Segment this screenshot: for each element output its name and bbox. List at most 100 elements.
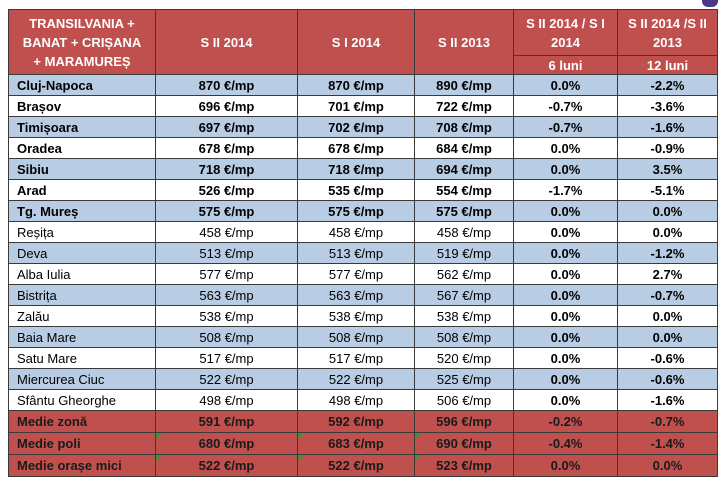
price-s1-2014-cell-text: 535 €/mp bbox=[328, 182, 384, 198]
price-s2-2014-cell: 575 €/mp bbox=[155, 200, 298, 222]
price-s2-2013-cell: 519 €/mp bbox=[414, 242, 514, 264]
change-12-months-cell: -1.2% bbox=[617, 242, 718, 264]
table-row: Timișoara 697 €/mp 702 €/mp 708 €/mp -0.7% -1… bbox=[8, 116, 718, 138]
change-6-months-cell-text: 0.0% bbox=[550, 371, 581, 387]
change-12-months-cell-text: 0.0% bbox=[652, 308, 683, 324]
region-line-2: BANAT + CRIȘANA bbox=[22, 35, 142, 50]
change-6-months-cell-text: -0.2% bbox=[548, 414, 583, 429]
price-s2-2013-cell: 596 €/mp bbox=[414, 410, 514, 433]
change-12-months-cell: 0.0% bbox=[617, 326, 718, 348]
region-line-1: TRANSILVANIA + bbox=[29, 16, 135, 31]
change-12-months-cell: -5.1% bbox=[617, 179, 718, 201]
price-s1-2014-cell: 522 €/mp bbox=[297, 368, 415, 390]
price-s2-2013-cell-text: 554 €/mp bbox=[436, 182, 492, 198]
comment-indicator bbox=[298, 433, 304, 439]
city-cell: Sibiu bbox=[8, 158, 156, 180]
price-s1-2014-cell-text: 498 €/mp bbox=[328, 392, 384, 408]
region-header-cell: TRANSILVANIA + BANAT + CRIȘANA + MARAMUR… bbox=[8, 9, 156, 75]
change-12-months-cell-text: -0.9% bbox=[650, 140, 685, 156]
price-s2-2013-cell: 554 €/mp bbox=[414, 179, 514, 201]
price-s2-2014-cell-text: 577 €/mp bbox=[199, 266, 254, 282]
price-s2-2014-cell-text: 508 €/mp bbox=[199, 329, 254, 345]
table-row: Brașov 696 €/mp 701 €/mp 722 €/mp -0.7% -3.6% bbox=[8, 95, 718, 117]
change-12-months-cell: -3.6% bbox=[617, 95, 718, 117]
price-s2-2013-cell-text: 684 €/mp bbox=[436, 140, 492, 156]
change-6-months-cell: 0.0% bbox=[513, 305, 618, 327]
price-s1-2014-cell: 508 €/mp bbox=[297, 326, 415, 348]
price-s1-2014-cell-text: 522 €/mp bbox=[328, 371, 384, 387]
change-6-months-cell-text: 0.0% bbox=[550, 245, 581, 261]
price-s2-2013-cell: 708 €/mp bbox=[414, 116, 514, 138]
change-12-months-cell-text: 0.0% bbox=[652, 224, 683, 240]
price-s2-2013-cell: 508 €/mp bbox=[414, 326, 514, 348]
change-12-months-cell: -1.4% bbox=[617, 432, 718, 455]
city-cell-text: Cluj-Napoca bbox=[17, 77, 93, 93]
price-s2-2014-cell-text: 575 €/mp bbox=[198, 203, 255, 219]
change-12-months-cell: 2.7% bbox=[617, 263, 718, 285]
change-12-months-cell-text: -0.7% bbox=[650, 287, 685, 303]
table-row: Sfântu Gheorghe 498 €/mp 498 €/mp 506 €/mp 0… bbox=[8, 389, 718, 411]
change-6-months-cell-text: 0.0% bbox=[550, 350, 581, 366]
price-s2-2014-cell: 697 €/mp bbox=[155, 116, 298, 138]
price-s2-2014-cell-text: 458 €/mp bbox=[199, 224, 254, 240]
city-cell-text: Bistrița bbox=[17, 287, 57, 303]
price-s2-2013-cell-text: 519 €/mp bbox=[436, 245, 492, 261]
price-s2-2014-cell-text: 563 €/mp bbox=[199, 287, 254, 303]
summary-label-cell-text: Medie poli bbox=[17, 436, 81, 451]
change-6-months-cell: 0.0% bbox=[513, 368, 618, 390]
change-12-months-cell: -0.6% bbox=[617, 347, 718, 369]
change-12-months-cell: -0.7% bbox=[617, 410, 718, 433]
price-s2-2014-cell: 870 €/mp bbox=[155, 74, 298, 96]
price-s2-2013-cell-text: 506 €/mp bbox=[436, 392, 492, 408]
summary-label-cell-text: Medie orașe mici bbox=[17, 458, 122, 473]
price-s1-2014-cell-text: 870 €/mp bbox=[328, 77, 384, 93]
city-cell: Reșița bbox=[8, 221, 156, 243]
col-header-s1-2014: S I 2014 bbox=[297, 9, 415, 75]
price-s2-2014-cell-text: 696 €/mp bbox=[198, 98, 255, 114]
change-6-months-cell-text: 0.0% bbox=[550, 308, 581, 324]
change-12-months-cell-text: -0.6% bbox=[650, 350, 685, 366]
price-s2-2013-cell-text: 690 €/mp bbox=[436, 436, 492, 451]
price-s1-2014-cell: 683 €/mp bbox=[297, 432, 415, 455]
price-s1-2014-cell: 517 €/mp bbox=[297, 347, 415, 369]
price-s2-2014-cell: 591 €/mp bbox=[155, 410, 298, 433]
price-s2-2014-cell: 718 €/mp bbox=[155, 158, 298, 180]
change-6-months-cell: 0.0% bbox=[513, 263, 618, 285]
change-6-months-cell: 0.0% bbox=[513, 454, 618, 477]
change-12-months-cell-text: -1.2% bbox=[650, 245, 685, 261]
change-12-months-cell-text: 2.7% bbox=[652, 266, 683, 282]
price-s2-2014-cell-text: 678 €/mp bbox=[198, 140, 255, 156]
price-s2-2013-cell-text: 538 €/mp bbox=[436, 308, 492, 324]
subheader-6-luni: 6 luni bbox=[513, 55, 618, 75]
price-s2-2013-cell-text: 508 €/mp bbox=[436, 329, 492, 345]
city-cell-text: Zalău bbox=[17, 308, 50, 324]
price-s1-2014-cell-text: 577 €/mp bbox=[328, 266, 384, 282]
price-s2-2013-cell: 690 €/mp bbox=[414, 432, 514, 455]
summary-row: Medie zonă 591 €/mp 592 €/mp 596 €/mp -0.2% -… bbox=[8, 410, 718, 433]
city-cell: Tg. Mureș bbox=[8, 200, 156, 222]
price-s2-2013-cell-text: 596 €/mp bbox=[436, 414, 492, 429]
price-s2-2013-cell: 538 €/mp bbox=[414, 305, 514, 327]
price-s1-2014-cell: 522 €/mp bbox=[297, 454, 415, 477]
summary-row: Medie poli 680 €/mp 683 €/mp 690 €/mp -0.4% -… bbox=[8, 432, 718, 455]
change-12-months-cell-text: 0.0% bbox=[652, 458, 683, 473]
city-cell: Alba Iulia bbox=[8, 263, 156, 285]
price-s2-2013-cell: 506 €/mp bbox=[414, 389, 514, 411]
change-6-months-cell-text: 0.0% bbox=[550, 329, 581, 345]
table-row: Oradea 678 €/mp 678 €/mp 684 €/mp 0.0% -0.9% bbox=[8, 137, 718, 159]
logo-corner-mark bbox=[702, 0, 718, 7]
price-s1-2014-cell: 678 €/mp bbox=[297, 137, 415, 159]
table-row: Cluj-Napoca 870 €/mp 870 €/mp 890 €/mp 0.0% -… bbox=[8, 74, 718, 96]
price-s2-2013-cell-text: 694 €/mp bbox=[436, 161, 492, 177]
price-s2-2014-cell-text: 680 €/mp bbox=[198, 436, 255, 451]
change-6-months-cell: -0.2% bbox=[513, 410, 618, 433]
change-6-months-cell-text: 0.0% bbox=[550, 458, 581, 473]
table-row: Alba Iulia 577 €/mp 577 €/mp 562 €/mp 0.0% 2.… bbox=[8, 263, 718, 285]
change-6-months-cell: -1.7% bbox=[513, 179, 618, 201]
change-12-months-cell: 0.0% bbox=[617, 200, 718, 222]
change-6-months-cell-text: 0.0% bbox=[550, 77, 581, 93]
price-s1-2014-cell-text: 575 €/mp bbox=[328, 203, 384, 219]
price-s2-2014-cell: 458 €/mp bbox=[155, 221, 298, 243]
change-12-months-cell: 0.0% bbox=[617, 305, 718, 327]
price-s2-2013-cell-text: 575 €/mp bbox=[436, 203, 492, 219]
